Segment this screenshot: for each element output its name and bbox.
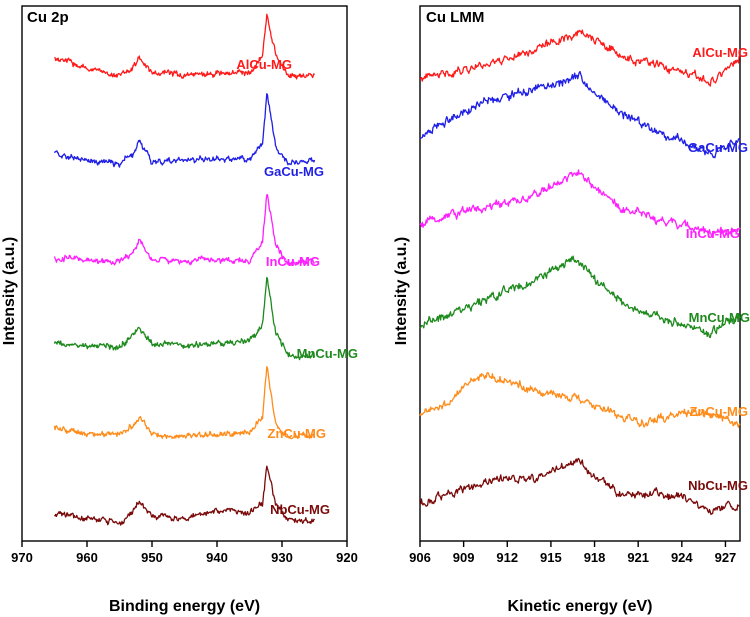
panel-left-xticks: 970 960 950 940 930 920: [11, 541, 358, 565]
panel-right-curves: [419, 29, 741, 516]
panel-right-title: Cu LMM: [426, 9, 484, 26]
legend-label-gacu-mg: GaCu-MG: [264, 164, 324, 179]
panel-cu-lmm: Cu LMM Kinetic energy (eV) Intensity (a.…: [393, 5, 750, 615]
xtick-label: 915: [540, 550, 562, 565]
series-line-zncu-mg: [419, 371, 741, 429]
series-line-zncu-mg: [53, 366, 315, 440]
panel-right-legend: AlCu-MG GaCu-MG InCu-MG MnCu-MG ZnCu-MG NbCu-…: [686, 45, 750, 493]
series-line-gacu-mg: [53, 93, 316, 168]
xtick-label: 950: [141, 550, 163, 565]
xtick-label: 918: [584, 550, 606, 565]
series-line-alcu-mg: [54, 13, 316, 80]
panel-right-xticks: 906 909 912 915 918 921 924 927: [409, 541, 736, 565]
legend-label-incu-mg: InCu-MG: [266, 254, 320, 269]
xtick-label: 909: [453, 550, 475, 565]
legend-label-gacu-mg: GaCu-MG: [688, 140, 748, 155]
panel-left-xlabel: Binding energy (eV): [109, 598, 260, 615]
xtick-label: 920: [336, 550, 358, 565]
panel-right-ylabel: Intensity (a.u.): [393, 237, 410, 345]
panel-left-title: Cu 2p: [27, 9, 69, 26]
xtick-label: 924: [671, 550, 693, 565]
xtick-label: 921: [627, 550, 649, 565]
panel-right-xlabel: Kinetic energy (eV): [508, 598, 653, 615]
series-line-mncu-mg: [53, 276, 316, 361]
legend-label-zncu-mg: ZnCu-MG: [690, 404, 748, 419]
panel-cu-2p: Cu 2p Binding energy (eV) Intensity (a.u…: [1, 5, 358, 615]
legend-label-zncu-mg: ZnCu-MG: [268, 426, 326, 441]
series-line-gacu-mg: [419, 70, 741, 159]
legend-label-alcu-mg: AlCu-MG: [236, 57, 292, 72]
series-line-alcu-mg: [419, 29, 741, 87]
series-line-incu-mg: [419, 169, 741, 238]
legend-label-mncu-mg: MnCu-MG: [297, 346, 358, 361]
series-line-incu-mg: [53, 194, 316, 267]
panel-left-legend: AlCu-MG GaCu-MG InCu-MG MnCu-MG ZnCu-MG NbCu-…: [236, 57, 358, 517]
legend-label-mncu-mg: MnCu-MG: [689, 310, 750, 325]
xtick-label: 906: [409, 550, 431, 565]
xtick-label: 940: [206, 550, 228, 565]
panel-left-curves: [53, 13, 316, 526]
series-line-nbcu-mg: [420, 457, 741, 516]
xtick-label: 912: [496, 550, 518, 565]
panel-right-frame: [419, 5, 741, 542]
legend-label-nbcu-mg: NbCu-MG: [688, 478, 748, 493]
xtick-label: 927: [715, 550, 737, 565]
legend-label-incu-mg: InCu-MG: [686, 226, 740, 241]
xtick-label: 970: [11, 550, 33, 565]
series-line-nbcu-mg: [53, 465, 316, 526]
xtick-label: 930: [271, 550, 293, 565]
panel-left-ylabel: Intensity (a.u.): [1, 237, 18, 345]
legend-label-nbcu-mg: NbCu-MG: [270, 502, 330, 517]
legend-label-alcu-mg: AlCu-MG: [692, 45, 748, 60]
panel-left-frame: [21, 5, 348, 542]
xtick-label: 960: [76, 550, 98, 565]
series-line-mncu-mg: [419, 255, 741, 339]
